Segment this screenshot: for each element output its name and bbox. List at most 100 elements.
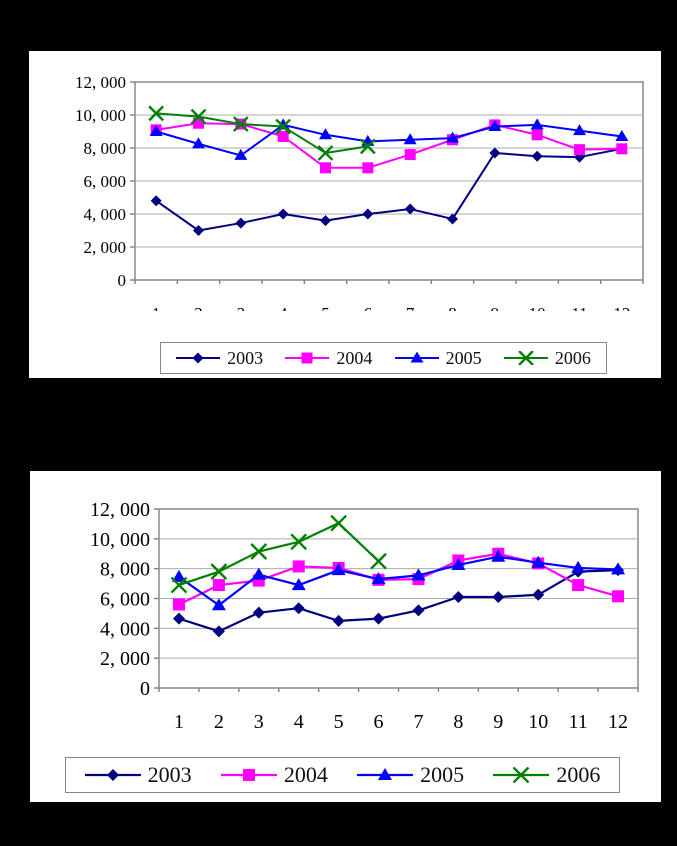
- diamond-marker-glyph: [192, 352, 204, 364]
- data-point-2004-2: [212, 579, 225, 592]
- data-point-2005-6: [371, 572, 386, 585]
- data-point-2005-1: [149, 125, 163, 136]
- data-point-2006-2: [210, 563, 228, 580]
- data-point-2005-9: [491, 549, 506, 562]
- y-tick-label: 6, 000: [100, 589, 150, 611]
- triangle-marker-glyph: [410, 351, 424, 363]
- data-point-2003-3: [235, 217, 247, 229]
- legend-label-2006: 2006: [556, 762, 601, 787]
- data-point-2003-8: [452, 591, 465, 604]
- series-2005: [149, 118, 629, 160]
- data-point-2006-3: [250, 543, 268, 560]
- x-tick-label: 11: [568, 711, 587, 733]
- data-point-2003-2: [193, 225, 204, 236]
- data-point-2005-8: [451, 557, 466, 570]
- x-marker-icon: [493, 767, 550, 783]
- data-point-2004-4: [292, 560, 305, 573]
- x-tick-label: 9: [493, 711, 503, 733]
- y-tick-label: 8, 000: [100, 559, 150, 581]
- series-2006-line: [156, 112, 368, 154]
- data-point-2006-1: [170, 576, 188, 594]
- square-marker-glyph: [242, 769, 255, 781]
- square-marker-icon: [285, 352, 330, 364]
- data-point-2004-10: [531, 129, 543, 141]
- legend-label-2003: 2003: [227, 347, 264, 368]
- legend-top: 2003 2004 2005 2006: [160, 342, 607, 374]
- x-tick-label: 6: [374, 711, 384, 733]
- diamond-marker-icon: [176, 352, 221, 364]
- y-tick-label: 0: [118, 271, 127, 290]
- y-tick-label: 2, 000: [84, 238, 127, 257]
- x-tick-label: 4: [279, 304, 288, 311]
- data-point-2003-5: [332, 614, 345, 627]
- data-point-2005-7: [403, 133, 417, 145]
- y-tick-label: 4, 000: [84, 205, 127, 224]
- x-tick-label: 5: [334, 711, 344, 733]
- x-tick-label: 1: [174, 711, 184, 733]
- y-tick-label: 2, 000: [100, 648, 150, 670]
- triangle-marker-icon: [357, 768, 414, 780]
- series-2004-line: [156, 122, 622, 169]
- data-point-2005-7: [411, 568, 426, 581]
- x-marker-glyph: [513, 767, 530, 783]
- x-tick-label: 3: [237, 304, 246, 311]
- data-point-2006-5: [317, 145, 334, 161]
- diamond-marker-glyph: [106, 769, 119, 781]
- legend-item-2003: 2003: [84, 762, 192, 788]
- y-tick-label: 4, 000: [100, 618, 150, 640]
- triangle-marker-glyph: [378, 768, 393, 780]
- data-point-2005-3: [234, 148, 248, 160]
- data-point-2003-8: [447, 213, 458, 225]
- data-point-2003-1: [172, 612, 185, 625]
- data-point-2005-2: [192, 137, 205, 149]
- data-point-2006-4: [275, 118, 292, 135]
- data-point-2004-4: [277, 130, 289, 142]
- chart-panel-bottom: 12, 000 10, 000 8, 000 6, 000 4, 000 2, 000 0 1…: [30, 471, 661, 802]
- data-point-2005-8: [446, 131, 459, 143]
- y-tick-label: 12, 000: [90, 499, 150, 521]
- x-tick-label: 8: [448, 304, 457, 311]
- data-point-2006-3: [232, 116, 249, 132]
- data-point-2004-6: [362, 162, 374, 174]
- data-point-2004-11: [574, 144, 585, 156]
- data-point-2004-12: [612, 590, 625, 603]
- data-point-2005-9: [488, 120, 502, 132]
- data-point-2005-12: [615, 129, 629, 141]
- data-point-2005-4: [291, 578, 306, 591]
- data-point-2004-1: [172, 598, 185, 611]
- data-point-2003-7: [412, 604, 425, 617]
- line-chart-top: 12, 000 10, 000 8, 000 6, 000 4, 000 2, 000 0 1…: [75, 73, 644, 311]
- x-tick-label: 9: [491, 304, 500, 311]
- data-point-2003-6: [362, 208, 374, 220]
- x-tick-label: 2: [194, 304, 203, 311]
- data-point-2004-7: [404, 149, 416, 161]
- legend-bottom: 2003 2004 2005 2006: [65, 757, 620, 793]
- data-point-2003-5: [320, 215, 331, 227]
- series-2004-line: [178, 552, 619, 606]
- legend-item-2003: 2003: [176, 348, 263, 369]
- y-tick-label: 6, 000: [84, 172, 127, 191]
- data-point-2005-10: [530, 118, 544, 130]
- x-tick-label: 12: [608, 711, 628, 733]
- y-tick-label: 8, 000: [84, 139, 127, 158]
- line-chart-bottom: 12, 000 10, 000 8, 000 6, 000 4, 000 2, 000 0 1…: [90, 499, 639, 733]
- x-tick-label: 2: [214, 711, 224, 733]
- data-point-2003-3: [252, 606, 265, 619]
- square-marker-icon: [220, 769, 277, 781]
- data-point-2006-2: [190, 108, 207, 125]
- legend-item-2006: 2006: [493, 762, 600, 788]
- data-point-2003-1: [150, 195, 162, 207]
- data-point-2006-5: [330, 514, 347, 532]
- legend-label-2005: 2005: [420, 762, 465, 787]
- legend-item-2004: 2004: [220, 762, 328, 788]
- x-tick-label: 3: [254, 711, 264, 733]
- data-point-2003-9: [492, 591, 505, 604]
- legend-label-2004: 2004: [336, 347, 373, 368]
- data-point-2005-10: [531, 555, 546, 568]
- x-tick-label: 6: [364, 304, 373, 311]
- data-point-2005-2: [211, 598, 226, 611]
- y-tick-label: 0: [140, 678, 150, 700]
- x-tick-label: 7: [406, 304, 415, 311]
- series-2006: [148, 105, 376, 161]
